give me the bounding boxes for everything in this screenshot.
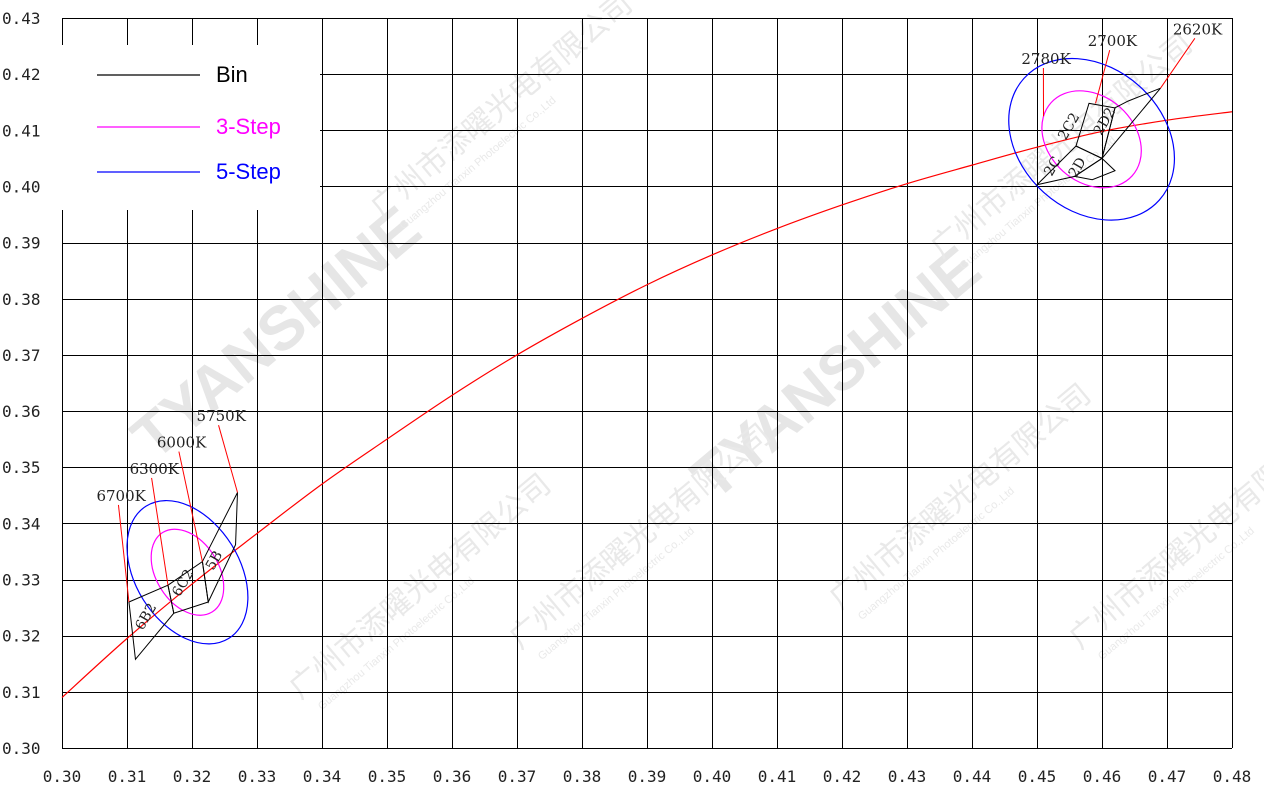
cct-leader-line	[151, 477, 169, 586]
cct-label: 6300K	[130, 460, 180, 478]
x-tick-label: 0.40	[693, 767, 732, 786]
x-tick-label: 0.33	[238, 767, 277, 786]
watermark-company-cn: 广州市添曜光电有限公司	[503, 418, 777, 655]
blackbody-curve-layer	[61, 111, 1233, 698]
x-tick-label: 0.44	[953, 767, 992, 786]
x-tick-label: 0.46	[1083, 767, 1122, 786]
legend-label-step3: 3-Step	[216, 114, 281, 139]
ellipse-3-step	[150, 528, 225, 616]
x-tick-label: 0.34	[303, 767, 342, 786]
cct-label: 2780K	[1021, 50, 1071, 68]
bin-outline	[1101, 87, 1161, 159]
cct-leader-line	[218, 425, 238, 493]
y-tick-label: 0.36	[2, 402, 41, 421]
x-tick-label: 0.32	[173, 767, 212, 786]
ellipse-5-step	[126, 499, 249, 645]
watermark-company-cn: 广州市添曜光电有限公司	[283, 468, 557, 705]
y-tick-label: 0.42	[2, 65, 41, 84]
y-tick-label: 0.31	[2, 683, 41, 702]
y-tick-label: 0.34	[2, 514, 41, 533]
bin-outline	[201, 492, 238, 604]
x-tick-label: 0.37	[498, 767, 537, 786]
cct-annotations: 6700K 6300K 6000K 5750K 2780K 2700K 2620K	[96, 20, 1223, 603]
x-tick-label: 0.48	[1213, 767, 1252, 786]
x-tick-label: 0.38	[563, 767, 602, 786]
x-tick-label: 0.30	[43, 767, 82, 786]
y-tick-label: 0.30	[2, 739, 41, 758]
legend: Bin 3-Step 5-Step	[97, 62, 281, 184]
x-tick-label: 0.31	[108, 767, 147, 786]
x-tick-label: 0.42	[823, 767, 862, 786]
cct-label: 2700K	[1088, 32, 1138, 50]
bin-label: 5B	[203, 548, 226, 573]
legend-label-step5: 5-Step	[216, 159, 281, 184]
chart-grid	[62, 18, 1233, 749]
cct-label: 6700K	[96, 487, 146, 505]
y-tick-label: 0.39	[2, 234, 41, 253]
y-tick-label: 0.32	[2, 627, 41, 646]
cct-leader-line	[1095, 49, 1111, 104]
y-tick-label: 0.41	[2, 121, 41, 140]
ellipse-3-step	[1041, 90, 1142, 189]
y-tick-label: 0.35	[2, 458, 41, 477]
y-tick-label: 0.43	[2, 9, 41, 28]
y-axis-tick-labels: 0.30 0.31 0.32 0.33 0.34 0.35 0.36 0.37 0.38 0.39…	[2, 9, 41, 758]
x-tick-label: 0.36	[433, 767, 472, 786]
watermark-brand: TYANSHINE	[119, 193, 433, 472]
step-ellipses	[126, 57, 1176, 645]
x-axis-tick-labels: 0.30 0.31 0.32 0.33 0.34 0.35 0.36 0.37 0.38 0.39…	[43, 767, 1252, 786]
x-tick-label: 0.35	[368, 767, 407, 786]
cct-label: 6000K	[157, 434, 207, 452]
y-tick-label: 0.33	[2, 571, 41, 590]
x-tick-label: 0.45	[1018, 767, 1057, 786]
cct-leader-line	[1160, 38, 1196, 89]
watermark-company-cn: 广州市添曜光电有限公司	[823, 378, 1097, 615]
legend-label-bin: Bin	[216, 62, 248, 87]
y-tick-label: 0.40	[2, 177, 41, 196]
x-tick-label: 0.39	[628, 767, 667, 786]
cct-leader-line	[178, 451, 203, 562]
cct-label: 2620K	[1173, 20, 1223, 38]
x-tick-label: 0.43	[888, 767, 927, 786]
x-tick-label: 0.47	[1148, 767, 1187, 786]
x-tick-label: 0.41	[758, 767, 797, 786]
cct-leader-line	[117, 504, 130, 603]
watermark-company-cn: 广州市添曜光电有限公司	[365, 0, 639, 225]
ellipse-5-step	[1008, 57, 1176, 221]
cct-label: 5750K	[197, 407, 247, 425]
bin-outline	[1073, 157, 1116, 181]
y-tick-label: 0.38	[2, 290, 41, 309]
y-tick-label: 0.37	[2, 346, 41, 365]
blackbody-curve-line	[61, 111, 1233, 698]
